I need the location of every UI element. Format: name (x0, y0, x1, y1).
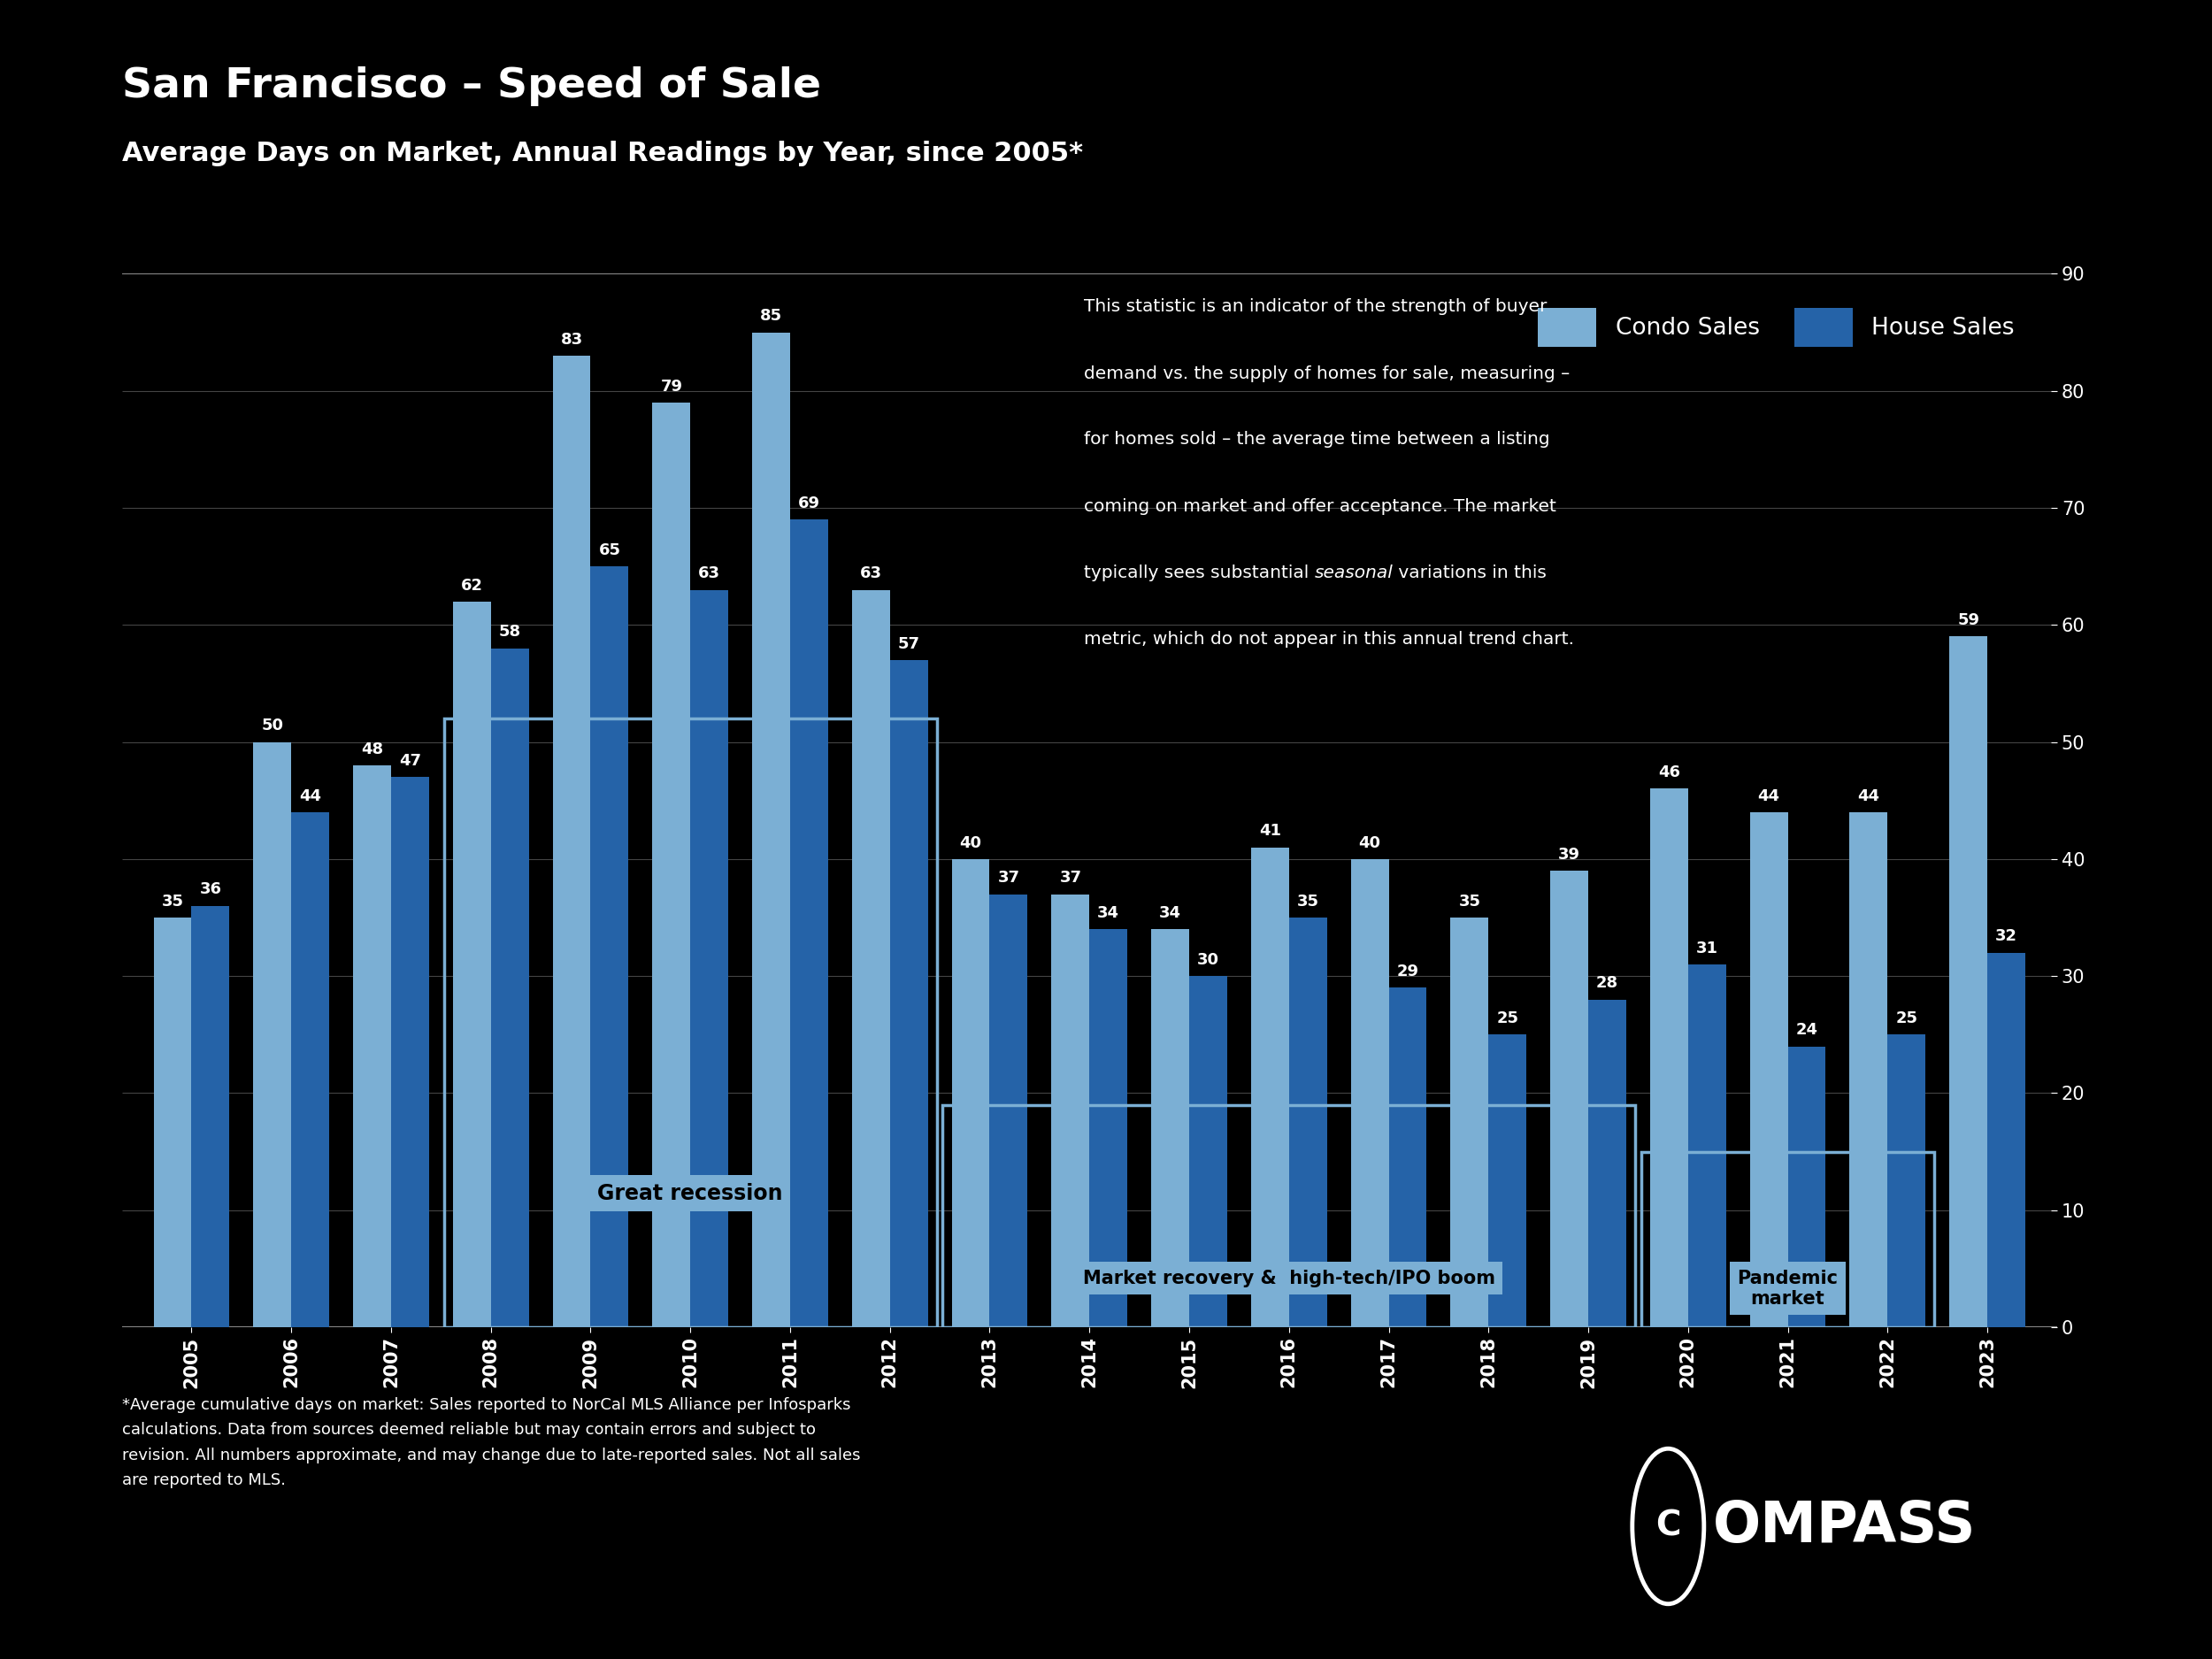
Text: 25: 25 (1495, 1010, 1517, 1027)
Text: 47: 47 (398, 753, 420, 768)
Text: 39: 39 (1557, 846, 1579, 863)
Text: 35: 35 (1458, 894, 1480, 909)
Bar (1051, 894, 1091, 1327)
Text: Great recession: Great recession (597, 1183, 783, 1204)
Text: 48: 48 (361, 742, 383, 757)
Bar (1986, 952, 2026, 1327)
Text: 59: 59 (1958, 612, 1980, 629)
Text: 29: 29 (1396, 964, 1418, 979)
Text: 40: 40 (1358, 834, 1380, 851)
Bar (1750, 813, 1787, 1327)
Text: 83: 83 (560, 332, 582, 347)
Text: This statistic is an indicator of the strength of buyer: This statistic is an indicator of the st… (1084, 299, 1546, 315)
Text: variations in this: variations in this (1394, 564, 1546, 581)
Text: 28: 28 (1597, 975, 1619, 992)
Bar (690, 589, 728, 1327)
Text: Average Days on Market, Annual Readings by Year, since 2005*: Average Days on Market, Annual Readings … (122, 141, 1082, 166)
Bar (491, 649, 529, 1327)
Text: for homes sold – the average time between a listing: for homes sold – the average time betwee… (1084, 431, 1551, 448)
Legend: Condo Sales, House Sales: Condo Sales, House Sales (1526, 295, 2026, 358)
Text: 34: 34 (1159, 906, 1181, 921)
Bar (192, 906, 230, 1327)
Bar (1787, 1047, 1825, 1327)
Bar (989, 894, 1029, 1327)
Bar (1489, 1035, 1526, 1327)
Bar (591, 566, 628, 1327)
Text: 34: 34 (1097, 906, 1119, 921)
Text: 63: 63 (699, 566, 721, 582)
Bar (392, 776, 429, 1327)
Text: 58: 58 (498, 624, 520, 640)
Text: demand vs. the supply of homes for sale, measuring –: demand vs. the supply of homes for sale,… (1084, 365, 1571, 382)
Text: 85: 85 (761, 309, 783, 324)
Text: Market recovery &  high-tech/IPO boom: Market recovery & high-tech/IPO boom (1084, 1269, 1495, 1287)
Bar (354, 765, 392, 1327)
Text: coming on market and offer acceptance. The market: coming on market and offer acceptance. T… (1084, 498, 1557, 514)
Text: 31: 31 (1697, 941, 1719, 956)
Bar (1150, 929, 1190, 1327)
Bar (1849, 813, 1887, 1327)
Bar (752, 332, 790, 1327)
Bar (1551, 871, 1588, 1327)
Bar (790, 519, 827, 1327)
Bar (1091, 929, 1128, 1327)
Text: 65: 65 (599, 542, 622, 557)
Text: typically sees substantial: typically sees substantial (1084, 564, 1314, 581)
Bar (653, 403, 690, 1327)
Bar (153, 917, 192, 1327)
Text: 32: 32 (1995, 929, 2017, 944)
Bar (1252, 848, 1290, 1327)
Bar (1190, 975, 1228, 1327)
Text: metric, which do not appear in this annual trend chart.: metric, which do not appear in this annu… (1084, 630, 1575, 647)
Text: 40: 40 (960, 834, 982, 851)
Text: 44: 44 (299, 788, 321, 805)
Text: 63: 63 (860, 566, 883, 582)
Bar (852, 589, 889, 1327)
Text: 35: 35 (161, 894, 184, 909)
Bar (1650, 788, 1688, 1327)
Text: 37: 37 (1060, 869, 1082, 886)
Bar (1949, 637, 1986, 1327)
Bar (1290, 917, 1327, 1327)
Text: San Francisco – Speed of Sale: San Francisco – Speed of Sale (122, 66, 821, 106)
Bar (292, 813, 330, 1327)
Bar (453, 602, 491, 1327)
Bar (1887, 1035, 1924, 1327)
Text: 69: 69 (799, 496, 821, 511)
Text: C: C (1655, 1510, 1681, 1543)
Bar (1451, 917, 1489, 1327)
Bar (1389, 987, 1427, 1327)
Text: 44: 44 (1759, 788, 1781, 805)
Text: 41: 41 (1259, 823, 1281, 839)
Bar (553, 355, 591, 1327)
Bar (1688, 964, 1725, 1327)
Text: OMPASS: OMPASS (1712, 1498, 1975, 1554)
Text: 46: 46 (1659, 765, 1681, 781)
Text: 25: 25 (1896, 1010, 1918, 1027)
Text: 30: 30 (1197, 952, 1219, 967)
Text: 44: 44 (1858, 788, 1880, 805)
Text: seasonal: seasonal (1314, 564, 1394, 581)
Bar (1588, 999, 1626, 1327)
Text: 79: 79 (661, 378, 684, 395)
Text: 36: 36 (199, 881, 221, 898)
Text: 57: 57 (898, 635, 920, 652)
Text: 62: 62 (460, 577, 482, 594)
Text: Pandemic
market: Pandemic market (1736, 1269, 1838, 1307)
Text: 37: 37 (998, 869, 1020, 886)
Bar (951, 859, 989, 1327)
Bar (889, 660, 927, 1327)
Text: 35: 35 (1296, 894, 1318, 909)
Bar (1352, 859, 1389, 1327)
Bar (254, 742, 292, 1327)
Text: *Average cumulative days on market: Sales reported to NorCal MLS Alliance per In: *Average cumulative days on market: Sale… (122, 1397, 860, 1488)
Text: 24: 24 (1796, 1022, 1818, 1039)
Text: 50: 50 (261, 718, 283, 733)
